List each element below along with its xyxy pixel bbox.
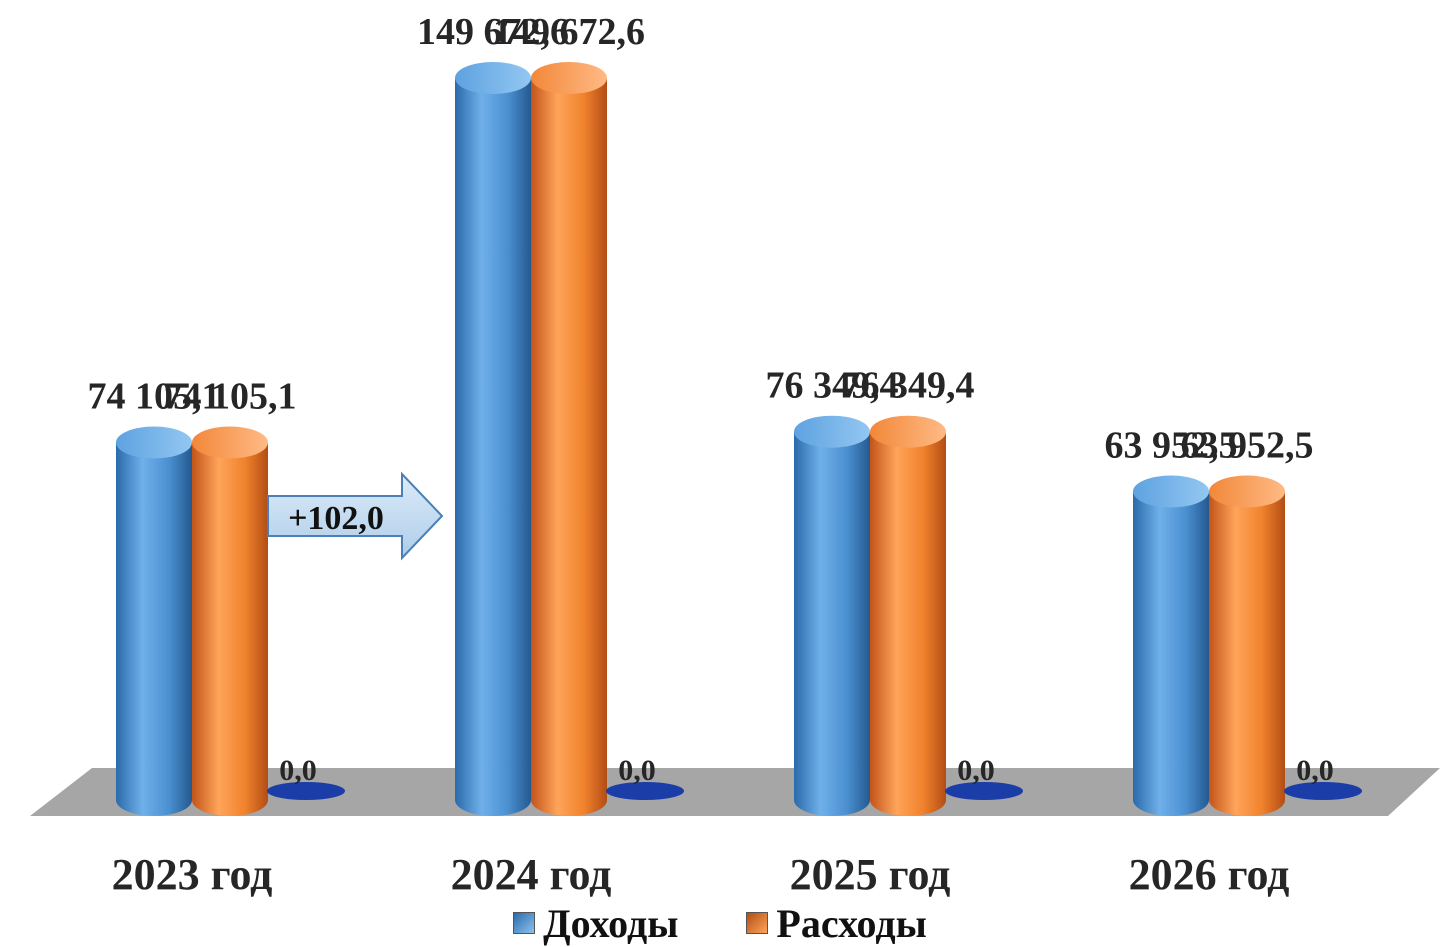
bar-income-3-top [794,415,870,448]
value-label-zero-1: 0,0 [279,754,317,787]
value-label-income-1: 74 105,1 [88,376,221,418]
legend: Доходы Расходы [0,900,1440,946]
value-label-expenses-4: 63 952,5 [1181,425,1314,467]
bar-income-2-top [455,62,531,94]
value-label-zero-3: 0,0 [957,754,995,787]
category-label-4: 2026 год [1129,850,1290,899]
growth-arrow-shape [267,471,444,561]
bar-income-4 [1133,491,1209,816]
value-label-income-2: 149 672,6 [417,11,569,53]
legend-item-income: Доходы [513,900,678,947]
value-label-zero-4: 0,0 [1296,754,1334,787]
bar-income-3 [794,431,870,816]
value-label-zero-2: 0,0 [618,754,656,787]
bar-income-1 [116,442,192,816]
legend-swatch-expenses [746,912,769,934]
bar-zero-1 [267,782,345,800]
bar-income-2 [455,78,531,816]
growth-arrow: +102,0 [267,471,444,561]
bar-income-4-top [1133,475,1209,508]
bar-zero-2 [606,782,684,800]
bar-expenses-2 [531,78,607,816]
bar-expenses-1-top [192,426,268,459]
legend-label-income: Доходы [543,900,679,946]
value-label-income-4: 63 952,5 [1105,425,1238,467]
bar-zero-3 [945,782,1023,800]
value-label-income-3: 76 349,4 [766,365,899,407]
category-label-2: 2024 год [451,850,612,899]
value-label-expenses-2: 149 672,6 [493,11,645,53]
bar-expenses-2-top [531,62,607,94]
bar-expenses-1 [192,442,268,816]
bar-expenses-4-top [1209,475,1285,508]
legend-item-expenses: Расходы [746,900,927,947]
growth-arrow-label: +102,0 [288,500,384,537]
legend-swatch-income [513,912,536,934]
bar-expenses-3-top [870,415,946,448]
bars-layer [116,62,1362,816]
bar-expenses-4 [1209,491,1285,816]
bar-expenses-3 [870,431,946,816]
chart-floor [30,768,1440,816]
bar-income-1-top [116,426,192,459]
category-label-3: 2025 год [790,850,951,899]
category-axis: 2023 год 2024 год 2025 год 2026 год [112,850,1290,899]
category-label-1: 2023 год [112,850,273,899]
value-label-expenses-3: 76 349,4 [842,365,975,407]
value-label-expenses-1: 74 105,1 [164,376,297,418]
legend-label-expenses: Расходы [776,900,927,946]
bar-zero-4 [1284,782,1362,800]
